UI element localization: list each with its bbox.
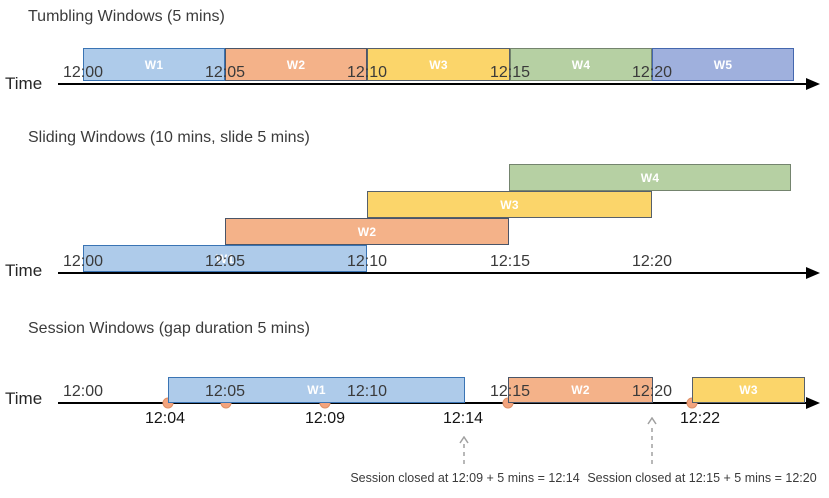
tick-label-1215: 12:15 — [489, 64, 531, 81]
timeline-axis — [58, 83, 806, 85]
section-title: Sliding Windows (10 mins, slide 5 mins) — [28, 129, 310, 146]
event-time-label-1222: 12:22 — [679, 410, 721, 427]
window-label: W3 — [429, 57, 448, 72]
window-w3-sliding: W3 — [367, 191, 652, 218]
window-label: W2 — [357, 224, 377, 239]
window-w3-tumbling: W3 — [367, 48, 510, 81]
window-label: W1 — [144, 57, 164, 72]
time-axis-label: Time — [5, 261, 43, 280]
dashed-up-arrow-icon — [647, 417, 657, 464]
tick-label-1200: 12:00 — [62, 64, 104, 81]
tick-label-1210: 12:10 — [346, 64, 388, 81]
tick-label-1220: 12:20 — [631, 383, 673, 400]
window-w1-tumbling: W1 — [83, 48, 225, 81]
window-label: W2 — [286, 57, 306, 72]
window-label: W4 — [571, 57, 591, 72]
tick-label-1220: 12:20 — [631, 64, 673, 81]
tick-label-1215: 12:15 — [489, 383, 531, 400]
window-w4-tumbling: W4 — [510, 48, 652, 81]
event-time-label-1204: 12:04 — [144, 410, 186, 427]
tick-label-1210: 12:10 — [346, 253, 388, 270]
timeline-arrowhead-icon — [806, 267, 820, 279]
timeline-arrowhead-icon — [806, 78, 820, 90]
tick-label-1210: 12:10 — [346, 383, 388, 400]
window-w2-sliding: W2 — [225, 218, 509, 245]
timeline-axis — [58, 272, 806, 274]
tick-label-1205: 12:05 — [204, 253, 246, 270]
window-w2-tumbling: W2 — [225, 48, 367, 81]
window-w3-session: W3 — [692, 377, 805, 403]
section-title: Session Windows (gap duration 5 mins) — [28, 320, 310, 337]
tick-label-1220: 12:20 — [631, 253, 673, 270]
dashed-up-arrow-icon — [459, 436, 469, 464]
tick-label-1215: 12:15 — [489, 253, 531, 270]
window-label: W3 — [500, 197, 519, 212]
window-label: W4 — [640, 170, 660, 185]
event-time-label-1209: 12:09 — [304, 410, 346, 427]
time-axis-label: Time — [5, 389, 43, 408]
tick-label-1200: 12:00 — [62, 253, 104, 270]
window-w1-sliding: W1 — [83, 245, 367, 272]
window-w2-session: W2 — [508, 377, 653, 403]
window-label: W1 — [307, 383, 326, 397]
tick-label-1205: 12:05 — [204, 64, 246, 81]
time-axis-label: Time — [5, 74, 43, 93]
section-title: Tumbling Windows (5 mins) — [28, 8, 225, 25]
timeline-axis — [58, 402, 806, 404]
window-label: W5 — [713, 57, 733, 72]
window-w5-tumbling: W5 — [652, 48, 794, 81]
window-label: W3 — [739, 383, 758, 397]
timeline-arrowhead-icon — [806, 397, 820, 409]
window-label: W2 — [571, 383, 590, 397]
session-closed-annotation: Session closed at 12:09 + 5 mins = 12:14 — [350, 471, 580, 485]
window-w1-session: W1 — [168, 377, 465, 403]
window-w4-sliding: W4 — [509, 164, 791, 191]
session-closed-annotation: Session closed at 12:15 + 5 mins = 12:20 — [587, 471, 817, 485]
window-label: W1 — [215, 251, 235, 266]
event-time-label-1214: 12:14 — [442, 410, 484, 427]
tick-label-1200: 12:00 — [62, 383, 104, 400]
tick-label-1205: 12:05 — [204, 383, 246, 400]
